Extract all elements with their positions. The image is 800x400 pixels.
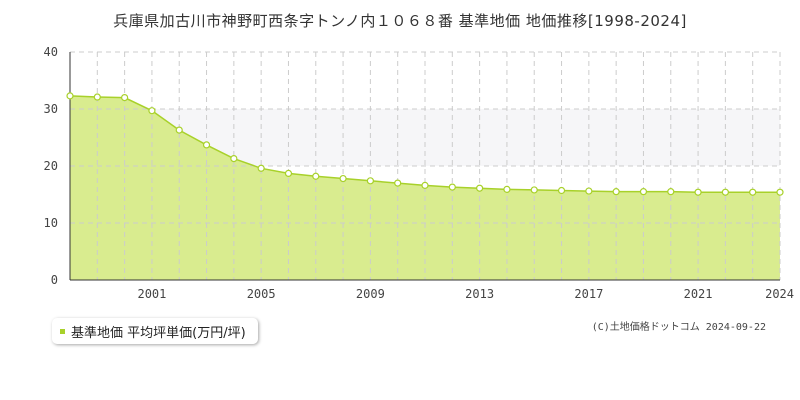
legend[interactable]: 基準地価 平均坪単価(万円/坪) [52, 318, 258, 344]
copyright-text: (C)土地価格ドットコム 2024-09-22 [591, 322, 766, 333]
data-point [694, 188, 702, 196]
data-point [639, 188, 648, 196]
data-point [366, 177, 374, 185]
y-tick-label: 10 [44, 216, 58, 230]
data-point [284, 169, 293, 178]
data-point [530, 186, 538, 194]
x-tick-label: 2017 [574, 287, 603, 301]
legend-marker [60, 328, 65, 334]
data-point [503, 185, 511, 193]
y-tick-label: 30 [44, 102, 58, 116]
x-tick-label: 2005 [247, 287, 276, 301]
data-point [230, 154, 238, 163]
y-tick-label: 0 [51, 273, 58, 287]
x-tick-label: 2009 [356, 287, 385, 301]
x-tick-label: 2001 [137, 287, 166, 301]
data-point [476, 184, 484, 192]
legend-label: 基準地価 平均坪単価(万円/坪) [71, 325, 246, 341]
data-point [175, 126, 183, 134]
data-point [257, 164, 265, 172]
data-point [421, 181, 429, 189]
data-point [721, 188, 729, 196]
x-tick-label: 2013 [465, 287, 494, 301]
y-tick-label: 40 [44, 45, 58, 59]
y-tick-label: 20 [44, 159, 58, 173]
data-point [749, 188, 757, 196]
data-point [612, 188, 620, 196]
chart-title: 兵庫県加古川市神野町西条字トンノ内１０６８番 基準地価 地価推移[1998-20… [113, 12, 687, 30]
data-point [202, 141, 211, 149]
data-point [394, 179, 402, 187]
data-point [557, 186, 566, 195]
data-point [667, 188, 675, 196]
data-point [66, 92, 74, 100]
x-tick-label: 2021 [684, 287, 713, 301]
data-point [93, 93, 101, 101]
data-point [776, 188, 784, 196]
data-point [585, 187, 593, 195]
data-point [148, 107, 156, 115]
data-point [121, 93, 129, 102]
data-point [339, 174, 347, 183]
data-point [448, 183, 456, 191]
x-tick-label: 2024 [765, 287, 794, 301]
data-point [312, 172, 320, 180]
